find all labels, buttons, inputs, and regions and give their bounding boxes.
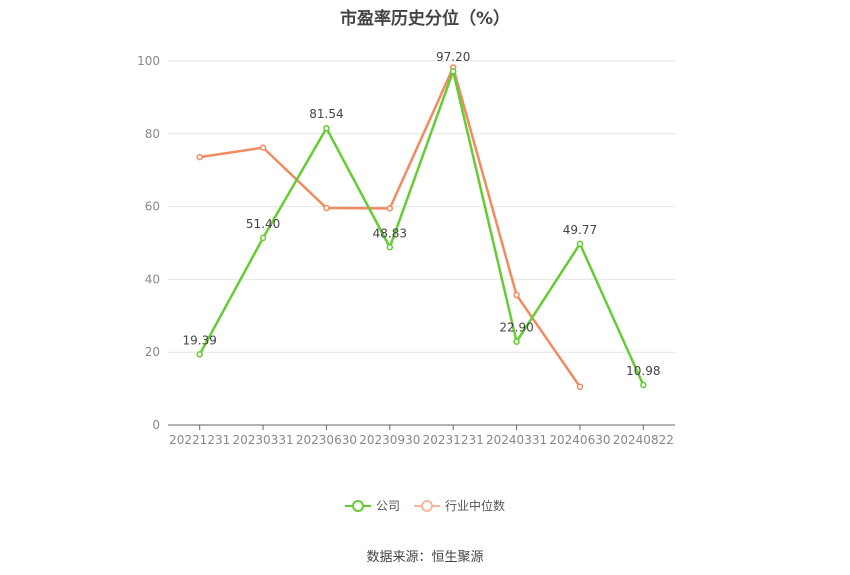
data-point[interactable] (386, 205, 394, 212)
data-source: 数据来源：恒生聚源 (366, 550, 484, 565)
data-point[interactable] (640, 381, 647, 389)
series-group (196, 64, 647, 391)
data-label: 49.77 (563, 223, 597, 237)
data-point[interactable] (513, 338, 520, 345)
y-tick-label: 40 (145, 272, 160, 286)
data-label: 97.20 (436, 50, 470, 64)
legend-item-industry-median[interactable]: 行业中位数 (414, 497, 505, 514)
x-tick-label: 20230331 (233, 433, 294, 447)
data-label: 81.54 (309, 107, 343, 121)
y-axis-ticks: 0 20 40 60 80 100 (137, 54, 160, 432)
legend-swatch-industry-icon (414, 499, 440, 513)
y-tick-label: 0 (152, 418, 160, 432)
x-tick-label: 20231231 (423, 433, 484, 447)
y-tick-label: 60 (145, 200, 160, 214)
data-labels: 19.39 51.40 81.54 48.83 97.20 22.90 49.77 10.98 (183, 50, 661, 378)
y-tick-label: 100 (137, 54, 160, 68)
data-label: 19.39 (183, 333, 217, 347)
legend-label-industry-median: 行业中位数 (445, 499, 506, 513)
data-point[interactable] (576, 383, 584, 391)
data-label: 22.90 (499, 321, 533, 335)
x-tick-label: 20240822 (613, 433, 674, 447)
chart-title: 市盈率历史分位（%） (339, 9, 511, 29)
legend-swatch-company-icon (344, 499, 371, 513)
data-label: 51.40 (246, 217, 280, 231)
y-tick-label: 80 (145, 127, 160, 141)
x-tick-label: 20221231 (169, 433, 230, 447)
data-point[interactable] (323, 124, 330, 132)
data-label: 48.83 (373, 226, 407, 240)
series-line-company (198, 69, 645, 386)
data-point[interactable] (323, 204, 330, 212)
legend-label-company: 公司 (375, 499, 400, 513)
data-point[interactable] (449, 67, 457, 75)
x-tick-label: 20230630 (296, 433, 357, 447)
data-label: 10.98 (626, 364, 660, 378)
data-point[interactable] (386, 244, 394, 251)
data-point[interactable] (259, 144, 267, 151)
x-tick-label: 20240331 (486, 433, 547, 447)
data-point[interactable] (513, 291, 520, 299)
legend-item-company[interactable]: 公司 (344, 497, 400, 514)
grid-lines (168, 60, 675, 353)
legend: 公司 行业中位数 (0, 497, 850, 514)
x-tick-label: 20230930 (359, 433, 420, 447)
x-axis: 20221231 20230331 20230630 20230930 20231231… (168, 424, 675, 447)
data-point[interactable] (196, 351, 203, 358)
data-point[interactable] (576, 240, 584, 248)
x-tick-label: 20240630 (549, 433, 610, 447)
data-point[interactable] (259, 234, 267, 242)
y-tick-label: 20 (145, 345, 160, 359)
data-point[interactable] (196, 153, 203, 161)
